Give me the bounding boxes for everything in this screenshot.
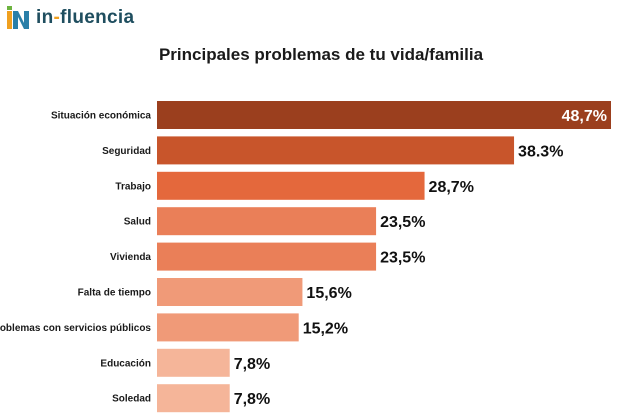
bar-4 [157, 242, 377, 271]
bar-1 [157, 136, 515, 165]
brand-name-post: fluencia [60, 7, 135, 28]
brand-name-pre: in [36, 7, 54, 28]
value-label-7: 7,8% [234, 356, 270, 373]
brand-logo-icon [7, 6, 29, 29]
value-label-5: 15,6% [306, 285, 351, 302]
category-label-2: Trabajo [115, 181, 151, 192]
category-label-7: Educación [100, 358, 151, 369]
category-label-0: Situación económica [51, 111, 151, 122]
value-label-6: 15,2% [303, 320, 348, 337]
category-label-3: Salud [124, 217, 151, 228]
category-label-6: Problemas con servicios públicos [0, 323, 151, 334]
bar-7 [157, 348, 230, 377]
brand-name-dash: - [53, 7, 61, 28]
bar-3 [157, 207, 377, 236]
bar-8 [157, 384, 230, 413]
value-label-0: 48,7% [562, 108, 607, 125]
bar-5 [157, 278, 303, 306]
chart-title: Principales problemas de tu vida/familia [158, 45, 484, 64]
bar-2 [157, 171, 425, 200]
brand-logo: in-fluencia [6, 4, 134, 32]
category-label-5: Falta de tiempo [78, 288, 151, 299]
value-label-3: 23,5% [380, 214, 425, 231]
category-label-8: Soledad [112, 394, 151, 405]
category-label-4: Vivienda [110, 252, 151, 263]
bar-0 [157, 101, 611, 129]
value-label-4: 23,5% [380, 250, 425, 267]
value-label-1: 38.3% [518, 143, 563, 160]
category-label-1: Seguridad [102, 146, 151, 157]
value-label-2: 28,7% [429, 179, 474, 196]
value-label-8: 7,8% [234, 391, 270, 408]
bar-6 [157, 313, 299, 342]
brand-name: in-fluencia [36, 7, 134, 29]
